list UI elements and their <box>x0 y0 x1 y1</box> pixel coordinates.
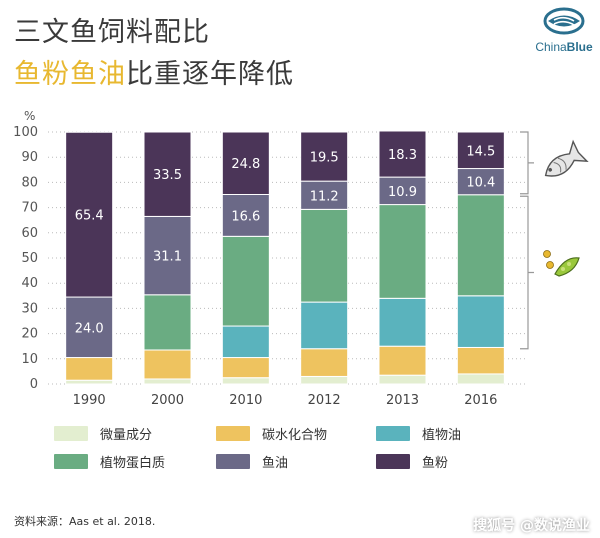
logo-text-china: China <box>535 40 567 54</box>
bar-segment <box>300 301 349 350</box>
data-label: 10.4 <box>466 176 495 191</box>
legend-item: 鱼油 <box>216 452 288 471</box>
bar-segment <box>65 296 114 359</box>
legend-item: 植物油 <box>376 424 461 443</box>
bar-segment <box>378 176 427 206</box>
legend-swatch <box>54 426 88 441</box>
bar-segment <box>221 357 270 379</box>
logo-wordmark: ChinaBlue <box>532 40 596 54</box>
bar-segment <box>456 194 505 297</box>
data-label: 18.3 <box>388 148 417 163</box>
watermark: 搜狐号 @数说渔业 <box>473 518 590 534</box>
fish-icon <box>544 139 589 177</box>
bar-segment <box>456 295 505 348</box>
legend-item: 鱼粉 <box>376 452 448 471</box>
y-tick-label: 20 <box>21 327 38 342</box>
bar-segment <box>378 374 427 385</box>
legend-item: 植物蛋白质 <box>54 452 165 471</box>
x-tick-label: 2010 <box>229 393 262 408</box>
y-tick-label: 70 <box>21 201 38 216</box>
data-label: 31.1 <box>153 250 182 265</box>
fish-logo-icon <box>543 7 585 35</box>
chart-title-line2: 鱼粉鱼油比重逐年降低 <box>14 52 294 91</box>
bar-segment <box>143 294 192 351</box>
y-tick-label: 0 <box>30 377 38 392</box>
chart-title-line1: 三文鱼饲料配比 <box>14 17 210 48</box>
x-tick-label: 2016 <box>464 393 497 408</box>
y-tick-label: 60 <box>21 226 38 241</box>
bar-segment <box>378 345 427 376</box>
chart-title-rest: 比重逐年降低 <box>126 59 294 90</box>
bar-segment <box>378 204 427 299</box>
bar-segment <box>300 180 349 210</box>
x-tick-label: 2012 <box>308 393 341 408</box>
plant-bracket <box>520 195 534 350</box>
fish-bracket <box>520 131 534 195</box>
data-label: 14.5 <box>466 144 495 159</box>
data-label: 33.5 <box>153 168 182 183</box>
legend-swatch <box>376 454 410 469</box>
bar-segment <box>378 130 427 178</box>
x-tick-label: 1990 <box>73 393 106 408</box>
data-label: 16.6 <box>231 209 260 224</box>
x-tick-label: 2013 <box>386 393 419 408</box>
bar-segment <box>143 131 192 217</box>
bar-segment <box>456 346 505 375</box>
legend-label: 鱼粉 <box>422 456 449 471</box>
data-label: 24.0 <box>75 321 104 336</box>
data-label: 10.9 <box>388 185 417 200</box>
data-label: 24.8 <box>231 157 260 172</box>
y-unit-label: % <box>24 109 35 123</box>
logo-text-blue: Blue <box>566 40 593 54</box>
legend-label: 碳水化合物 <box>262 428 328 443</box>
legend-label: 植物蛋白质 <box>100 456 166 471</box>
legend-swatch <box>54 454 88 469</box>
y-tick-label: 40 <box>21 276 38 291</box>
legend-swatch <box>216 454 250 469</box>
bar-segment <box>300 375 349 385</box>
bar-segment <box>221 377 270 385</box>
y-tick-label: 80 <box>21 175 38 190</box>
y-tick-label: 30 <box>21 301 38 316</box>
y-tick-label: 50 <box>21 251 38 266</box>
legend-item: 微量成分 <box>54 424 152 443</box>
bar-segment <box>65 379 114 385</box>
bar-segment <box>300 348 349 377</box>
legend-label: 植物油 <box>422 428 462 443</box>
bar-segment <box>221 235 270 327</box>
source-note: 资料来源：Aas et al. 2018. <box>14 515 156 528</box>
legend-label: 鱼油 <box>262 456 289 471</box>
bar-segment <box>221 325 270 359</box>
bar-segment <box>65 131 114 298</box>
bar-segment <box>300 131 349 182</box>
legend-item: 碳水化合物 <box>216 424 327 443</box>
data-label: 11.2 <box>310 189 339 204</box>
bar-segment <box>300 208 349 303</box>
x-tick-label: 2000 <box>151 393 184 408</box>
bar-segment <box>378 297 427 347</box>
beans-icon <box>543 250 580 277</box>
bar-segment <box>65 357 114 381</box>
chart-title-highlight: 鱼粉鱼油 <box>14 59 126 90</box>
data-label: 65.4 <box>75 209 104 224</box>
y-tick-label: 90 <box>21 150 38 165</box>
bar-segment <box>456 168 505 196</box>
stacked-bar-chart: % 0 10 20 30 40 50 60 70 80 90 100 1990 2000 2010 2012 2… <box>13 109 589 408</box>
legend-swatch <box>376 426 410 441</box>
data-label: 19.5 <box>310 151 339 166</box>
bar-segment <box>456 373 505 385</box>
bar-segment <box>456 131 505 170</box>
y-tick-label: 100 <box>13 125 38 140</box>
bar-segment <box>143 378 192 385</box>
chinablue-logo: ChinaBlue <box>532 6 596 62</box>
y-tick-label: 10 <box>21 352 38 367</box>
bar-segment <box>221 193 270 237</box>
legend-label: 微量成分 <box>100 428 153 443</box>
legend-swatch <box>216 426 250 441</box>
bar-segment <box>143 215 192 296</box>
bar-segment <box>221 131 270 195</box>
bar-segment <box>143 349 192 380</box>
